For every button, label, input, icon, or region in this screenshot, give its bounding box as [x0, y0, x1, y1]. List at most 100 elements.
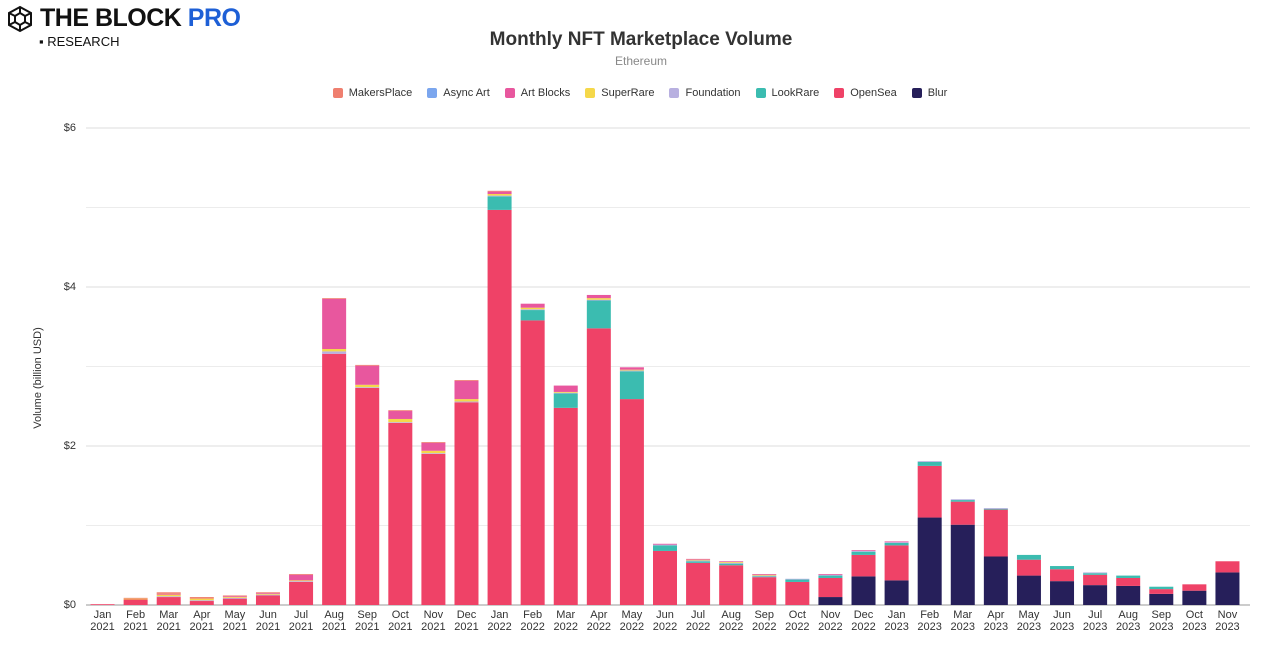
x-tick-label: Jan 2021: [90, 609, 115, 633]
bar-segment: [1116, 585, 1141, 605]
bar-segment: [884, 580, 909, 605]
x-tick-label: May 2023: [1016, 609, 1042, 633]
bar-segment: [1215, 561, 1240, 573]
legend-item: SuperRare: [585, 87, 654, 99]
bar-segment: [1215, 572, 1240, 605]
bar-segment: [388, 410, 413, 412]
legend-label: Foundation: [685, 87, 741, 99]
x-tick-label: Jul 2021: [288, 609, 314, 633]
bar-segment: [818, 577, 843, 598]
bar-segment: [851, 550, 876, 551]
bar-segment: [917, 461, 942, 462]
legend-swatch: [911, 88, 922, 98]
bar-segment: [653, 545, 677, 551]
bar-segment: [752, 574, 777, 576]
bar-segment: [289, 574, 314, 581]
legend-label: MakersPlace: [348, 87, 413, 99]
legend-item: Foundation: [669, 87, 741, 99]
bar-segment: [553, 407, 578, 605]
x-tick-label: Feb 2021: [123, 609, 148, 633]
bar-segment: [156, 592, 181, 594]
bar-segment: [1083, 585, 1108, 605]
x-tick-label: Mar 2023: [950, 609, 975, 633]
bar-segment: [487, 196, 512, 210]
bar-segment: [851, 550, 876, 552]
bar-segment: [1083, 574, 1108, 586]
x-tick-label: Oct 2023: [1182, 609, 1207, 633]
bar-segment: [322, 353, 347, 605]
bar-segment: [818, 575, 843, 578]
x-tick-label: Oct 2021: [388, 609, 413, 633]
bar-segment: [983, 508, 1008, 510]
legend-swatch: [834, 88, 845, 98]
bar-segment: [454, 401, 479, 403]
bar-segment: [1149, 589, 1174, 594]
x-tick-label: Aug 2023: [1115, 609, 1141, 633]
bar-segment: [289, 573, 314, 575]
x-tick-label: Nov 2023: [1215, 609, 1240, 633]
x-tick-label: Dec 2021: [454, 609, 479, 633]
x-tick-label: Feb 2023: [917, 609, 942, 633]
bar-segment: [785, 579, 810, 582]
bar-segment: [388, 422, 413, 605]
bar-segment: [586, 300, 611, 329]
legend-swatch: [585, 88, 596, 98]
bar-segment: [355, 384, 380, 388]
bar-segment: [1050, 566, 1075, 570]
bar-segment: [686, 561, 711, 563]
x-tick-label: Jan 2023: [884, 609, 909, 633]
bar-segment: [322, 298, 347, 299]
x-tick-label: Nov 2021: [421, 609, 446, 633]
y-tick-label: $0: [64, 599, 76, 611]
bar-segment: [983, 556, 1008, 605]
chart-title: Monthly NFT Marketplace Volume: [489, 29, 793, 50]
bar-segment: [553, 392, 578, 394]
bar-segment: [454, 380, 479, 381]
bar-segment: [686, 558, 711, 560]
bar-segment: [322, 349, 347, 352]
bar-segment: [487, 190, 512, 192]
bar-segment: [1116, 575, 1141, 578]
x-tick-label: Feb 2022: [520, 609, 545, 633]
x-tick-label: Jul 2022: [685, 609, 711, 633]
bar-segment: [255, 593, 280, 594]
bar-segment: [255, 594, 280, 596]
bar-segment: [818, 573, 843, 575]
bar-segment: [851, 576, 876, 605]
bar-segment: [388, 422, 413, 423]
x-tick-label: Aug 2022: [718, 609, 744, 633]
bar-segment: [289, 581, 314, 582]
legend-swatch: [755, 88, 766, 98]
bar-segment: [156, 593, 181, 595]
bar-segment: [983, 509, 1008, 557]
bar-segment: [950, 499, 975, 501]
bar-segment: [752, 577, 777, 605]
legend-item: Blur: [911, 87, 947, 99]
y-axis-label: Volume (billion USD): [32, 327, 44, 428]
bar-segment: [487, 191, 512, 194]
bar-segment: [90, 604, 115, 605]
bar-segment: [1016, 554, 1041, 560]
bar-segment: [189, 598, 214, 601]
bar-segment: [653, 544, 677, 546]
bar-segment: [719, 562, 744, 563]
bar-segment: [752, 575, 777, 577]
bar-segment: [586, 294, 611, 299]
legend-swatch: [332, 88, 343, 98]
bar-segment: [355, 364, 380, 366]
x-tick-label: Jan 2022: [487, 609, 512, 633]
brand-pro: PRO: [187, 4, 241, 32]
bar-segment: [156, 597, 181, 605]
bar-segment: [222, 597, 247, 599]
bar-segment: [553, 385, 578, 392]
bar-segment: [653, 543, 677, 545]
bar-segment: [619, 369, 644, 371]
bar-segment: [388, 411, 413, 419]
legend-label: SuperRare: [601, 87, 655, 99]
bar-segment: [255, 593, 280, 595]
legend: MakersPlace Async Art Art Blocks SuperRare F…: [0, 87, 1280, 99]
bar-segment: [454, 399, 479, 402]
bar-segment: [1182, 584, 1207, 591]
x-tick-label: Sep 2021: [354, 609, 380, 633]
x-tick-label: Jun 2022: [652, 609, 678, 633]
